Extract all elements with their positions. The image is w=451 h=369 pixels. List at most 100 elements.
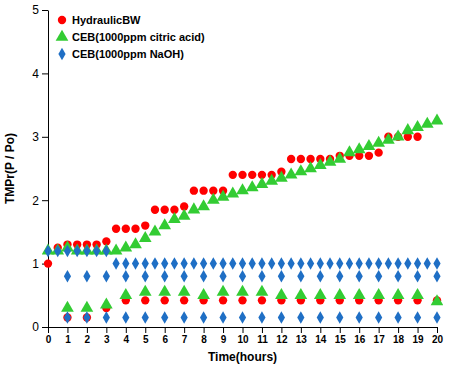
- x-tick-label: 3: [104, 334, 110, 345]
- point: [297, 155, 305, 163]
- point: [258, 311, 265, 323]
- x-tick-label: 0: [46, 334, 52, 345]
- point: [258, 296, 266, 304]
- point: [297, 270, 304, 282]
- point: [64, 245, 71, 257]
- point: [356, 311, 363, 323]
- x-tick: [320, 327, 321, 333]
- x-tick: [359, 327, 360, 333]
- point: [161, 311, 168, 323]
- point: [44, 259, 52, 267]
- y-tick: [42, 200, 48, 201]
- x-tick: [48, 327, 49, 333]
- point: [238, 171, 246, 179]
- legend-label: CEB(1000ppm NaOH): [72, 48, 184, 60]
- x-tick: [184, 327, 185, 333]
- point: [119, 240, 132, 251]
- point: [356, 270, 363, 282]
- series: [44, 245, 440, 324]
- point: [93, 245, 100, 257]
- point: [413, 133, 421, 141]
- point: [294, 164, 307, 175]
- point: [324, 155, 337, 166]
- point: [83, 270, 90, 282]
- point: [433, 257, 440, 269]
- point: [103, 245, 110, 257]
- y-axis-title: TMPr(P / Po): [3, 133, 17, 204]
- point: [197, 288, 210, 299]
- point: [336, 270, 343, 282]
- x-tick: [301, 327, 302, 333]
- point: [199, 187, 207, 195]
- point: [83, 311, 90, 323]
- point: [141, 296, 149, 304]
- point: [343, 145, 356, 156]
- x-tick-label: 16: [354, 334, 366, 345]
- point: [103, 270, 110, 282]
- point: [188, 202, 201, 213]
- series: [44, 133, 441, 322]
- point: [122, 257, 129, 269]
- point: [268, 257, 275, 269]
- x-tick-label: 18: [393, 334, 405, 345]
- point: [142, 257, 149, 269]
- point: [210, 257, 217, 269]
- point: [394, 270, 401, 282]
- point: [74, 245, 81, 257]
- x-tick-label: 10: [237, 334, 249, 345]
- x-tick-label: 19: [412, 334, 424, 345]
- point: [142, 270, 149, 282]
- point: [44, 245, 51, 257]
- x-tick: [243, 327, 244, 333]
- point: [285, 167, 298, 178]
- point: [180, 296, 188, 304]
- point: [394, 311, 401, 323]
- point: [229, 257, 236, 269]
- point: [307, 257, 314, 269]
- marks: [42, 114, 443, 324]
- point: [346, 257, 353, 269]
- point: [414, 311, 421, 323]
- point: [304, 161, 317, 172]
- point: [278, 270, 285, 282]
- point: [275, 171, 288, 182]
- x-tick: [165, 327, 166, 333]
- point: [374, 148, 382, 156]
- point: [110, 244, 123, 255]
- x-tick-label: 7: [182, 334, 188, 345]
- point: [365, 257, 372, 269]
- point: [139, 285, 152, 296]
- point: [314, 158, 327, 169]
- point: [411, 120, 424, 131]
- x-tick: [398, 327, 399, 333]
- x-tick: [437, 327, 438, 333]
- point: [181, 311, 188, 323]
- legend-label: HydraulicBW: [72, 14, 141, 26]
- x-tick: [281, 327, 282, 333]
- point: [122, 225, 130, 233]
- point: [336, 257, 343, 269]
- point: [61, 301, 74, 312]
- point: [297, 311, 304, 323]
- x-tick-label: 8: [201, 334, 207, 345]
- point: [288, 257, 295, 269]
- point: [326, 257, 333, 269]
- point: [142, 311, 149, 323]
- point: [375, 257, 382, 269]
- point: [333, 152, 346, 163]
- point: [151, 257, 158, 269]
- point: [248, 171, 256, 179]
- x-tick: [145, 327, 146, 333]
- point: [333, 288, 346, 299]
- point: [401, 123, 414, 134]
- point: [236, 183, 249, 194]
- point: [382, 133, 395, 144]
- point: [256, 177, 269, 188]
- point: [161, 296, 169, 304]
- point: [197, 199, 210, 210]
- x-tick: [223, 327, 224, 333]
- x-tick-label: 5: [143, 334, 149, 345]
- point: [158, 285, 171, 296]
- point: [392, 129, 405, 140]
- point: [404, 257, 411, 269]
